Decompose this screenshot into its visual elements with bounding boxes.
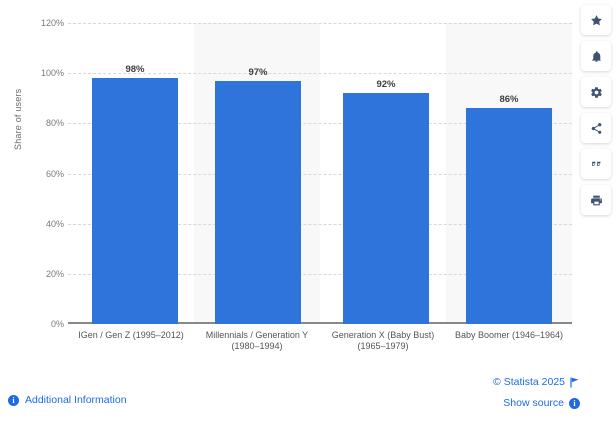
gridline-80 <box>68 123 572 125</box>
y-tick-label-20: 20% <box>45 268 64 279</box>
x-label-baby-boomer: Baby Boomer (1946–1964) <box>454 330 564 340</box>
additional-information-link[interactable]: i Additional Information <box>8 394 127 406</box>
info-icon: i <box>8 394 19 406</box>
gridline-40 <box>68 223 572 225</box>
flag-icon <box>570 377 579 387</box>
x-label-millennials: Millennials / Generation Y (1980–1994) <box>205 330 309 351</box>
y-axis-title: Share of users <box>13 88 23 150</box>
x-label-igen-genz: IGen / Gen Z (1995–2012) <box>78 330 184 340</box>
show-source-label: Show source <box>503 397 564 409</box>
plot-area: 98% 97% 92% 86% <box>68 23 572 324</box>
x-label-generation-x: Generation X (Baby Bust) (1965–1979) <box>331 330 435 351</box>
gridline-100 <box>68 73 572 75</box>
y-tick-label-60: 60% <box>45 168 64 179</box>
bar-igen-genz[interactable] <box>92 78 178 324</box>
bell-icon <box>590 50 603 63</box>
footer-right: © Statista 2025 Show source i <box>493 376 580 418</box>
show-source-link[interactable]: Show source i <box>493 397 580 409</box>
print-icon <box>590 194 603 207</box>
bar-value-generation-x: 92% <box>376 79 396 91</box>
copyright-statista[interactable]: © Statista 2025 <box>493 376 580 388</box>
copyright-label: © Statista 2025 <box>493 376 565 388</box>
bar-generation-x[interactable] <box>343 93 429 324</box>
right-toolbar <box>581 5 611 215</box>
bar-millennials[interactable] <box>215 80 301 324</box>
print-button[interactable] <box>581 185 611 215</box>
gridline-120 <box>68 23 572 24</box>
y-tick-label-120: 120% <box>40 18 64 28</box>
alert-button[interactable] <box>581 41 611 71</box>
y-tick-label-40: 40% <box>45 218 64 229</box>
gear-icon <box>590 86 603 99</box>
quote-icon <box>590 158 603 171</box>
bar-value-baby-boomer: 86% <box>499 94 519 106</box>
settings-button[interactable] <box>581 77 611 107</box>
y-tick-label-0: 0% <box>50 319 64 329</box>
bar-value-igen-genz: 98% <box>125 64 145 76</box>
y-tick-label-100: 100% <box>40 68 64 79</box>
share-button[interactable] <box>581 113 611 143</box>
share-icon <box>590 122 603 135</box>
y-tick-label-80: 80% <box>45 118 64 129</box>
bar-value-millennials: 97% <box>248 66 268 78</box>
bar-baby-boomer[interactable] <box>466 108 552 324</box>
favorite-button[interactable] <box>581 5 611 35</box>
info-icon: i <box>569 397 580 409</box>
additional-information-label: Additional Information <box>25 394 127 406</box>
gridline-20 <box>68 273 572 275</box>
cite-button[interactable] <box>581 149 611 179</box>
star-icon <box>590 14 603 27</box>
gridline-60 <box>68 173 572 175</box>
x-axis-baseline <box>68 322 572 324</box>
